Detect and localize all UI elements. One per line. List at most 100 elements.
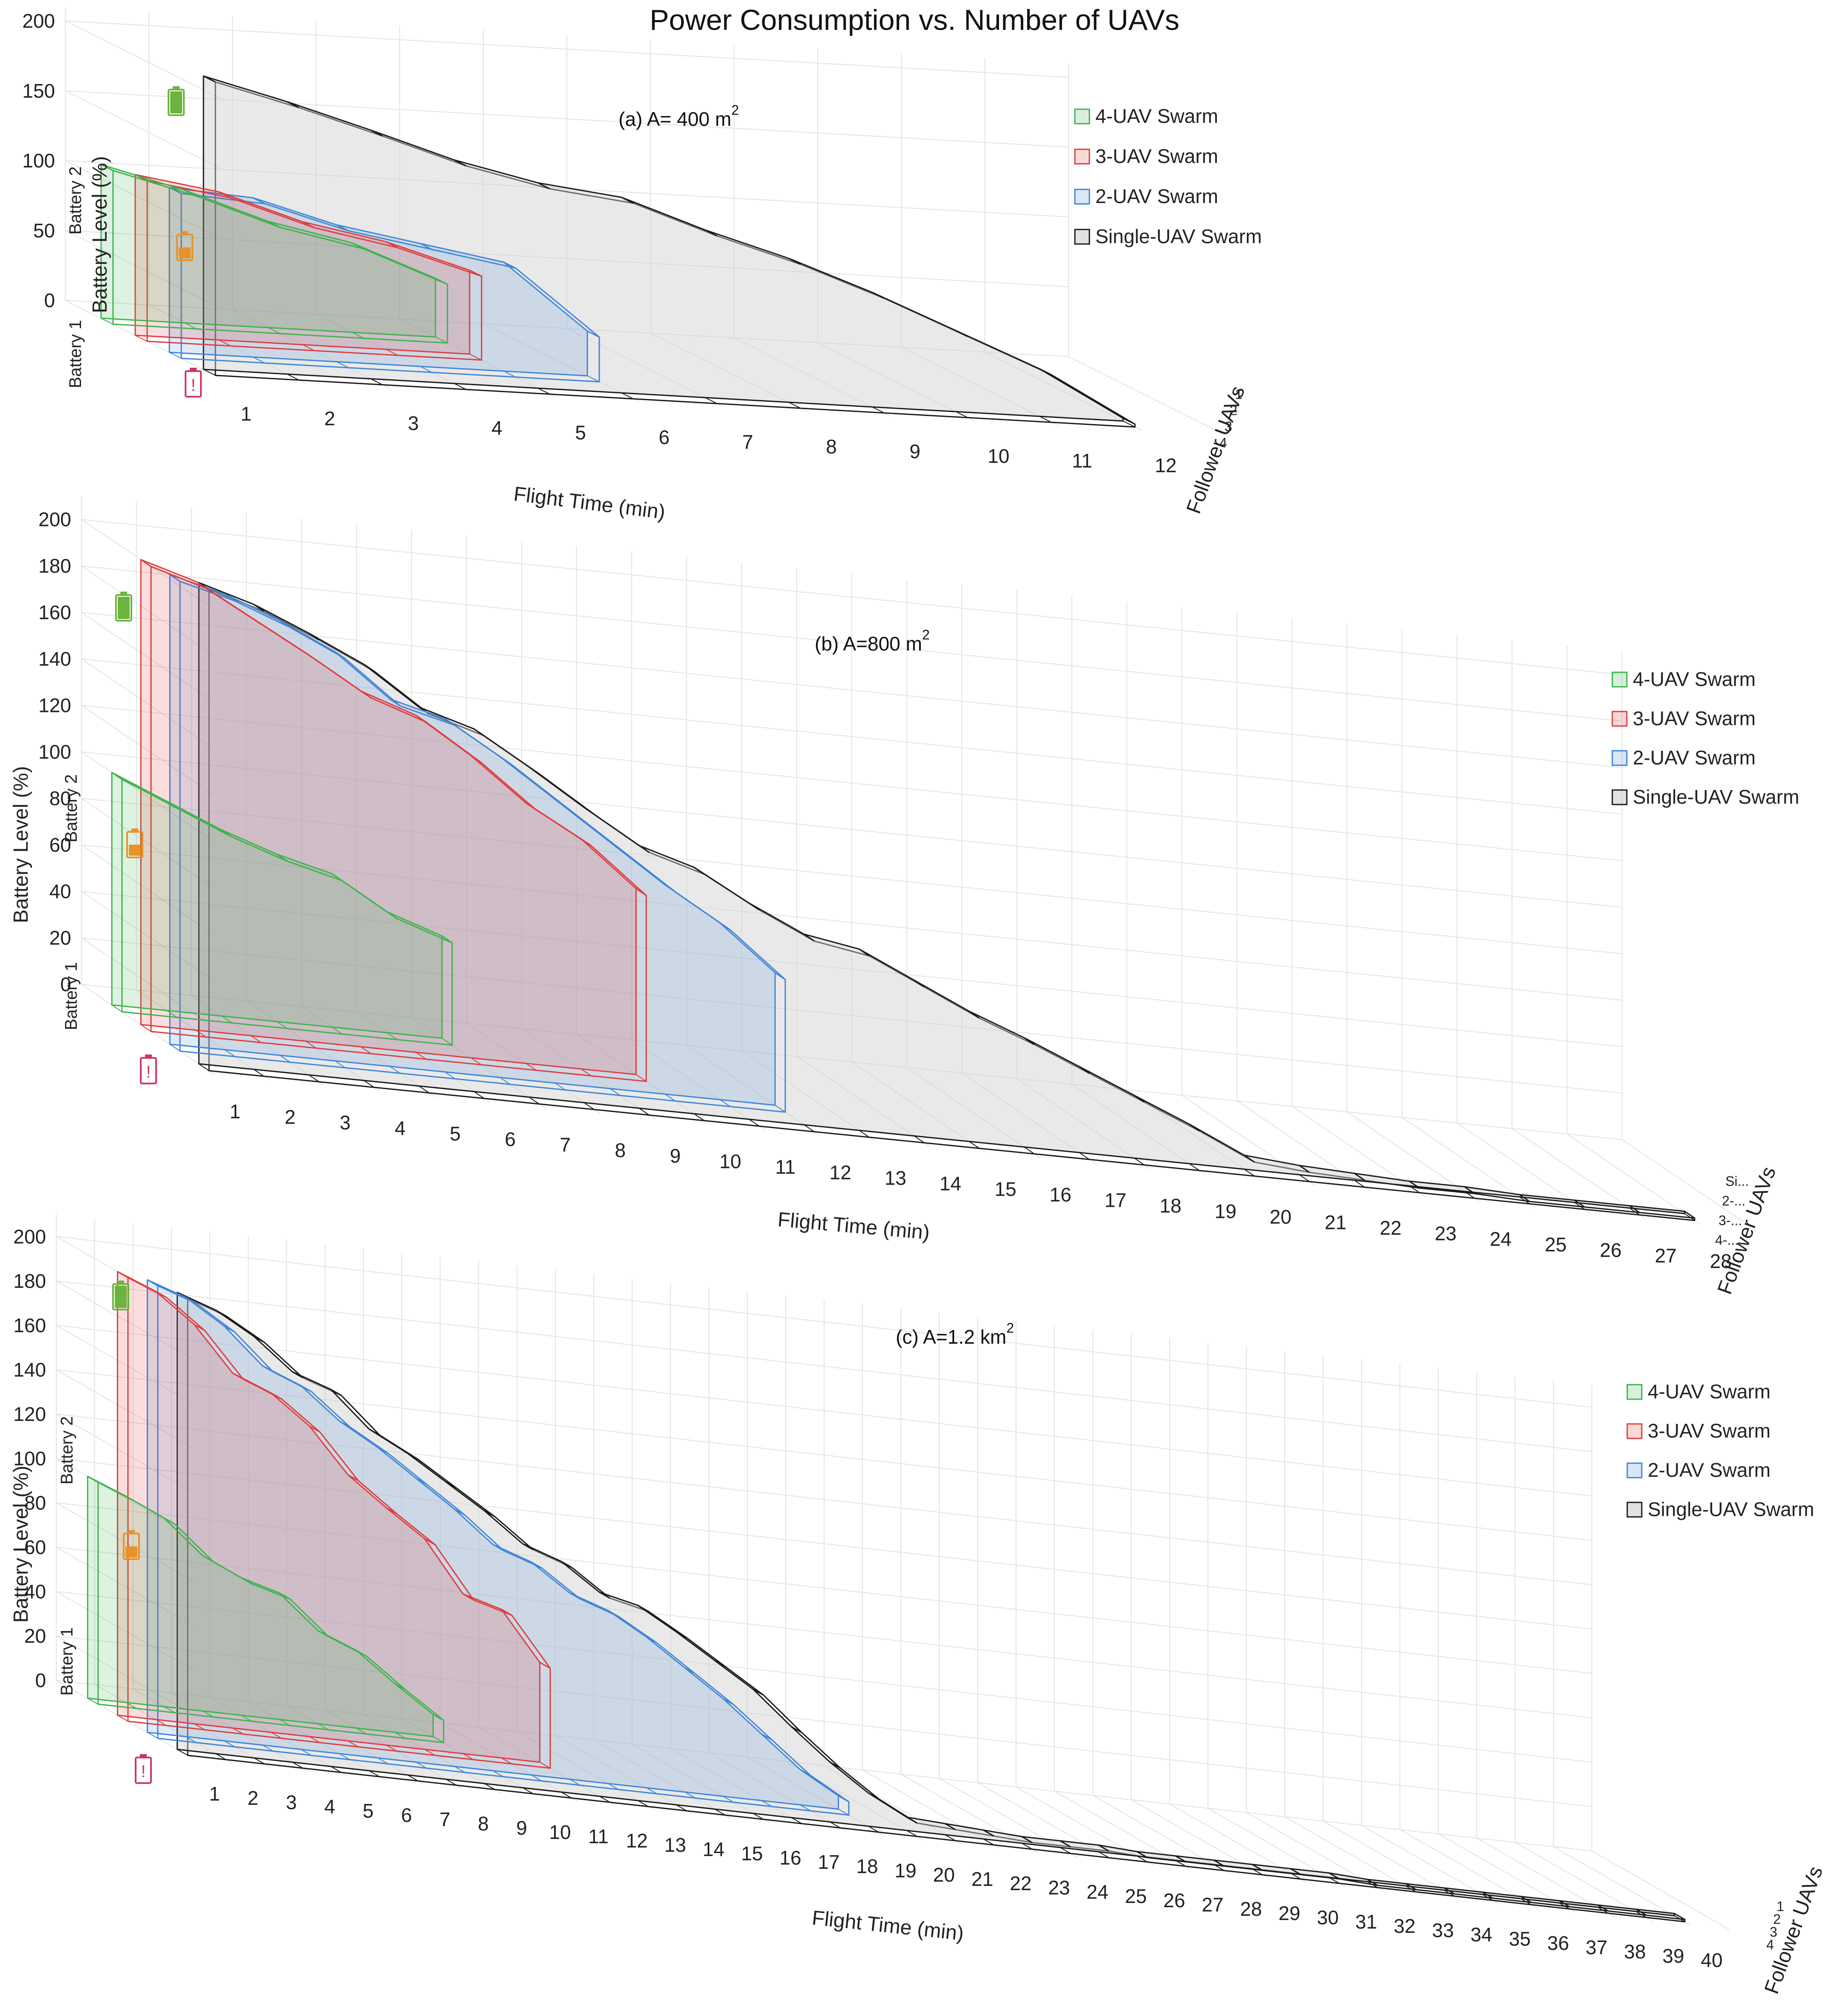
floor-gridline [555, 1735, 693, 1815]
data-point [309, 1425, 320, 1433]
x-tick-label: 3 [408, 412, 419, 434]
x-tick-label: 25 [1545, 1233, 1567, 1255]
base-connector [441, 1038, 453, 1046]
legend: 4-UAV Swarm 3-UAV Swarm 2-UAV Swarm Single-… [1626, 1380, 1814, 1520]
base-connector [1597, 1907, 1608, 1914]
x-tick-label: 2 [285, 1106, 296, 1128]
data-point [969, 1011, 980, 1019]
back-gridline [81, 519, 1622, 675]
data-point [621, 197, 634, 204]
base-connector [540, 1762, 551, 1769]
data-point [868, 1792, 879, 1800]
data-point [560, 1560, 572, 1568]
x-tick-label: 5 [363, 1800, 374, 1822]
side-gridline [81, 612, 215, 703]
legend-label-3-uav-swarm: 3-UAV Swarm [1648, 1420, 1771, 1442]
data-point [1136, 1851, 1148, 1858]
battery-low-icon: ! [185, 368, 202, 398]
base-connector [528, 1097, 540, 1104]
data-point [665, 884, 676, 892]
base-connector [694, 1113, 705, 1121]
data-point [1079, 1066, 1090, 1074]
base-connector [169, 1044, 180, 1052]
base-connector [169, 352, 182, 359]
x-tick-label: 2 [324, 407, 335, 430]
base-connector [587, 375, 600, 382]
side-gridline [56, 1369, 194, 1449]
base-connector [348, 1740, 359, 1747]
data-point [914, 979, 925, 988]
y-tick-labels: 0 50 100 150 200 [22, 10, 55, 311]
x-tick-label: 5 [450, 1122, 461, 1145]
base-connector [271, 1732, 282, 1739]
data-point [202, 1555, 214, 1563]
side-gridline [56, 1281, 194, 1360]
x-tick-label: 3 [286, 1791, 297, 1813]
x-tick-label: 40 [1701, 1949, 1722, 1971]
base-connector [389, 1066, 401, 1074]
x-tick-label: 9 [909, 440, 920, 462]
y-tick-label: 40 [24, 1580, 46, 1603]
base-connector [484, 1783, 495, 1790]
data-point [528, 766, 540, 775]
floor-gridline [734, 337, 891, 417]
data-point [906, 1816, 917, 1824]
series-4-uav-swarm [87, 1476, 444, 1743]
x-tick-label: 4 [491, 417, 502, 439]
data-point [555, 799, 566, 807]
panel-title: (c) A=1.2 km2 [896, 1320, 1014, 1348]
base-connector [369, 1770, 380, 1777]
x-tick-label: 7 [742, 431, 753, 453]
legend-swatch-3-uav-swarm [1626, 1423, 1643, 1439]
side-gridline [65, 20, 223, 100]
data-point [872, 292, 885, 299]
data-point [705, 229, 717, 237]
y-tick-label: 160 [13, 1314, 46, 1336]
legend-swatch-4-uav-swarm [1626, 1384, 1643, 1400]
floor-gridline [1284, 1816, 1423, 1896]
series-area [111, 772, 443, 1039]
y-tick-label: 60 [24, 1536, 46, 1558]
data-point [484, 1510, 495, 1517]
base-connector [318, 1723, 329, 1730]
base-connector [198, 1063, 209, 1071]
base-connector [1022, 1843, 1033, 1850]
back-gridline [81, 565, 1622, 722]
base-connector [621, 392, 634, 399]
data-point [302, 221, 315, 229]
legend: 4-UAV Swarm 3-UAV Swarm 2-UAV Swarm Single-… [1611, 668, 1799, 808]
data-point [125, 1496, 137, 1503]
panel-title-text: (a) A= 400 m [618, 108, 732, 130]
legend-label-3-uav-swarm: 3-UAV Swarm [1633, 707, 1756, 729]
data-point [714, 1660, 726, 1667]
base-connector [599, 1796, 610, 1803]
floor-gridline [631, 1039, 766, 1131]
legend-swatch-3-uav-swarm [1611, 711, 1628, 727]
floor-gridline [1237, 1100, 1371, 1192]
data-point [599, 1592, 610, 1599]
battery-2-label: Battery 2 [58, 1416, 76, 1484]
x-tick-label: 21 [1325, 1211, 1347, 1233]
floor-gridline [862, 1769, 1000, 1849]
x-tick-labels: 1 2 3 4 5 6 7 8 9 10 11 12 13 14 15 16 17 18 19 20 21 22 23 24 2… [209, 1783, 1722, 1971]
y-tick-label: 200 [13, 1226, 46, 1248]
data-point [218, 191, 231, 199]
x-tick-label: 28 [1240, 1898, 1262, 1920]
data-point [147, 1279, 158, 1287]
base-connector [420, 366, 433, 373]
data-point [331, 873, 343, 881]
panel-title-superscript: 2 [732, 102, 739, 118]
floor-gridline [1591, 1850, 1730, 1930]
side-gridline [56, 1547, 194, 1626]
legend-label-single-uav-swarm: Single-UAV Swarm [1633, 786, 1799, 808]
base-connector [305, 1041, 316, 1049]
y-tick-label: 0 [35, 1669, 46, 1691]
floor-gridline [1457, 1122, 1591, 1214]
y-tick-label: 50 [33, 219, 55, 241]
floor-gridline [1438, 1833, 1576, 1913]
x-tick-label: 22 [1010, 1872, 1031, 1894]
base-connector [356, 1728, 367, 1734]
data-point [1189, 1124, 1200, 1132]
floor-gridline [1476, 1838, 1614, 1917]
